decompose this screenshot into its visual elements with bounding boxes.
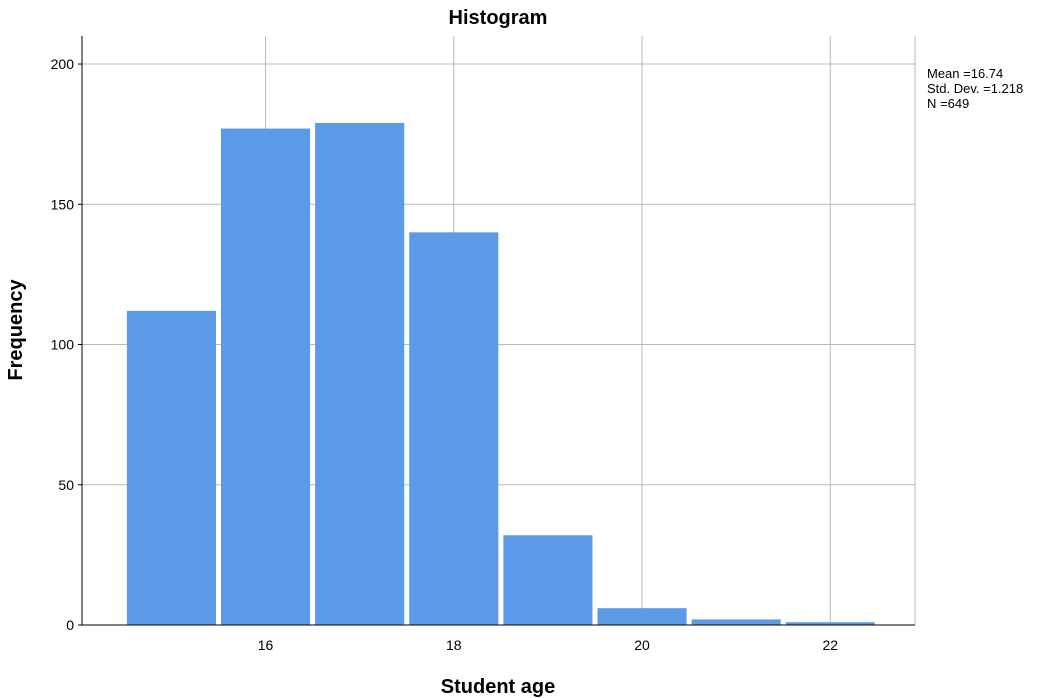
histogram-bar [409,232,499,626]
x-tick-label: 16 [258,637,274,653]
y-tick-label: 100 [51,337,75,353]
bar-layer [126,122,875,626]
stats-legend: Mean =16.74 Std. Dev. =1.218 N =649 [927,66,1023,111]
histogram-bar [503,535,593,625]
x-axis-label: Student age [441,676,555,698]
stats-std-dev: Std. Dev. =1.218 [927,81,1023,96]
y-axis-label: Frequency [5,279,27,381]
y-tick-label: 0 [66,617,74,633]
x-tick-label: 20 [634,637,650,653]
histogram-bar [785,622,875,625]
axis-layer [81,36,915,626]
histogram-bar [597,608,687,625]
y-tick-label: 150 [51,196,75,212]
stats-mean: Mean =16.74 [927,66,1003,81]
y-tick-label: 200 [51,56,75,72]
histogram-bar [315,122,405,625]
x-tick-label: 22 [822,637,838,653]
chart-title: Histogram [449,7,548,29]
histogram-bar [126,310,216,625]
x-tick-label: 18 [446,637,462,653]
histogram-bar [691,619,781,625]
stats-n: N =649 [927,96,969,111]
y-tick-label: 50 [58,477,74,493]
histogram-bar [220,128,311,626]
tick-layer: 0 50 100 150 200 16 18 20 22 [51,56,839,653]
